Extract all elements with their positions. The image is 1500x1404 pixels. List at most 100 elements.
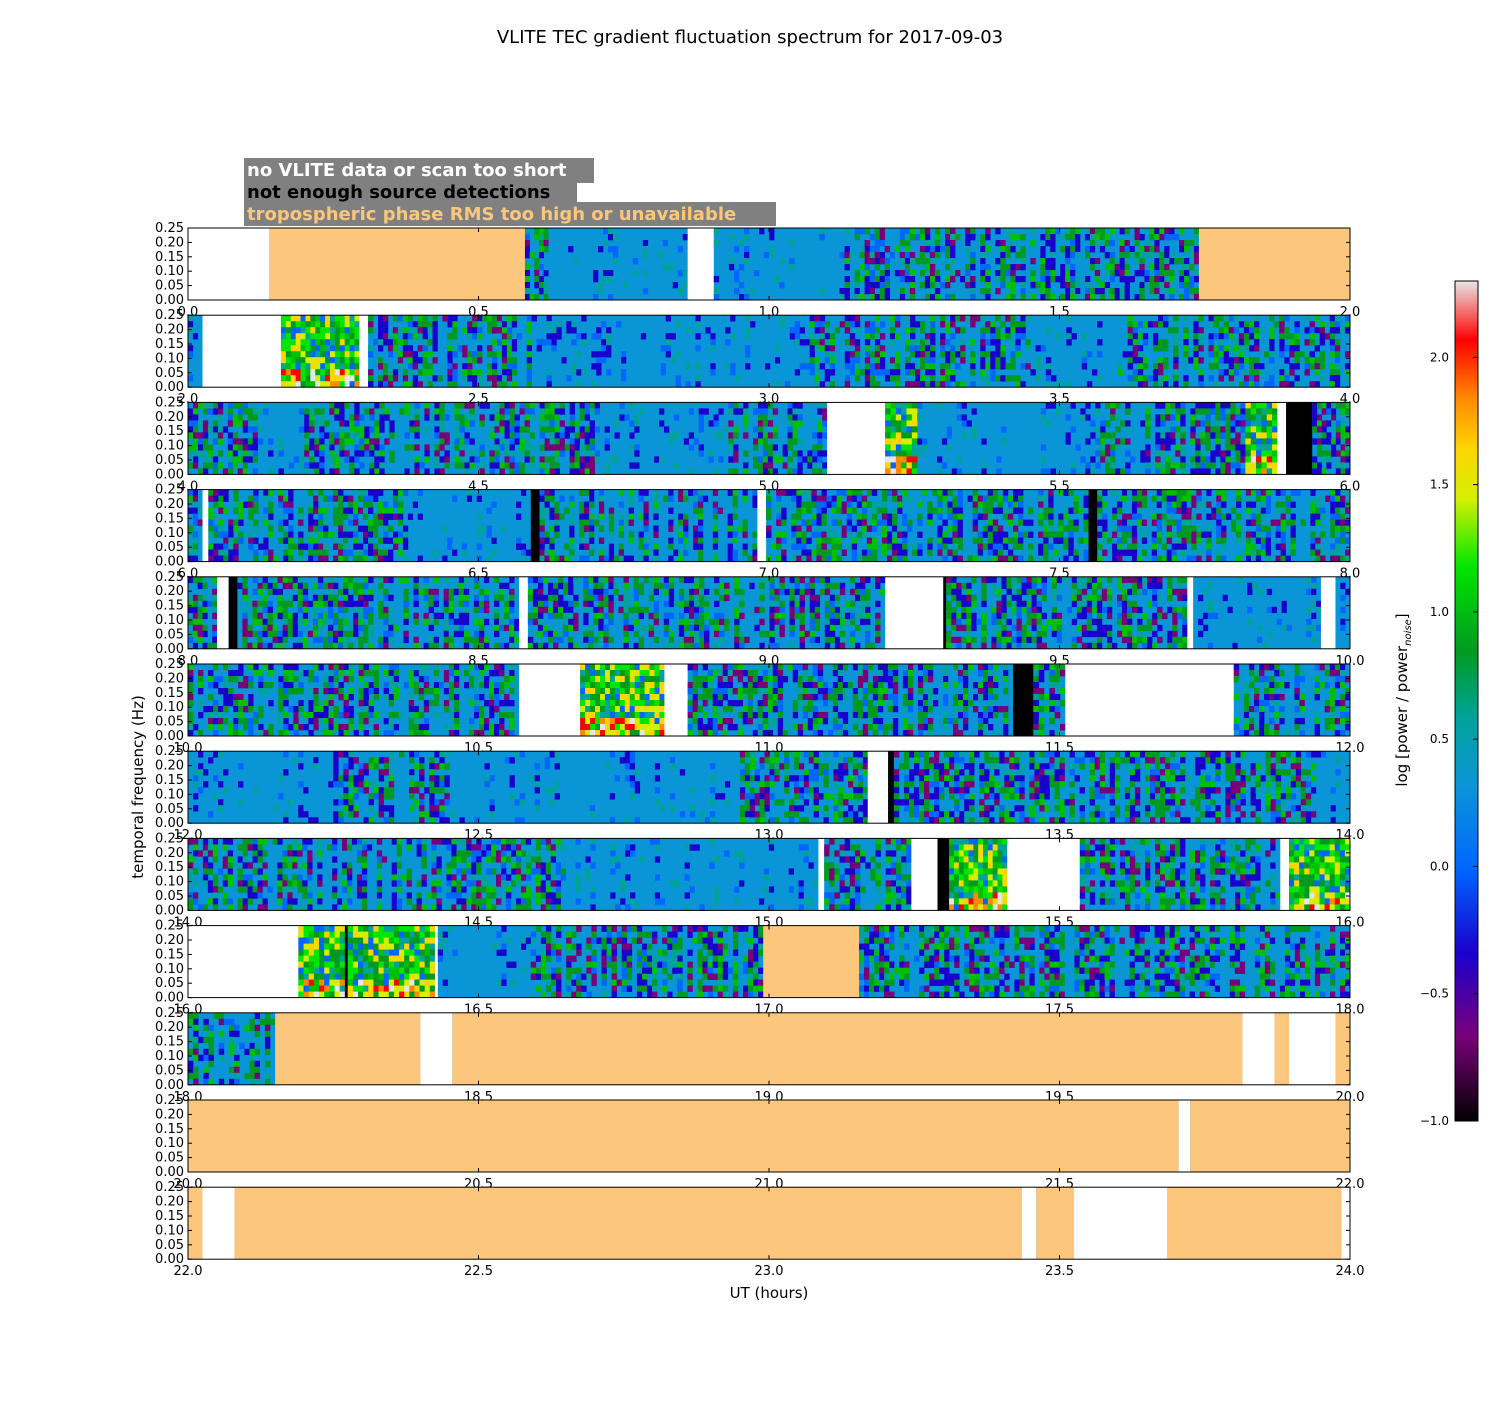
- heatmap-cell: [1198, 333, 1203, 339]
- heatmap-cell: [487, 363, 492, 369]
- heatmap-cell: [1000, 351, 1005, 357]
- heatmap-cell: [955, 381, 960, 387]
- heatmap-cell: [1013, 532, 1018, 538]
- heatmap-cell: [368, 315, 373, 321]
- heatmap-cell: [1165, 414, 1170, 420]
- heatmap-cell: [208, 496, 213, 502]
- heatmap-cell: [593, 270, 598, 276]
- heatmap-cell: [896, 426, 902, 432]
- heatmap-cell: [530, 252, 535, 258]
- heatmap-cell: [291, 357, 296, 363]
- heatmap-cell: [263, 402, 268, 408]
- heatmap-cell: [1005, 333, 1010, 339]
- heatmap-cell: [1190, 462, 1195, 468]
- heatmap-cell: [439, 420, 444, 426]
- heatmap-cell: [444, 438, 449, 444]
- heatmap-cell: [957, 402, 962, 408]
- heatmap-cell: [993, 508, 998, 514]
- heatmap-cell: [328, 643, 333, 649]
- heatmap-cell: [328, 532, 333, 538]
- heatmap-cell: [1018, 544, 1023, 550]
- heatmap-cell: [830, 369, 835, 375]
- heatmap-cell: [1230, 438, 1235, 444]
- heatmap-cell: [1341, 408, 1346, 414]
- heatmap-cell: [1294, 339, 1299, 345]
- heatmap-cell: [233, 556, 238, 562]
- heatmap-cell: [1196, 556, 1201, 562]
- heatmap-cell: [806, 556, 811, 562]
- heatmap-cell: [773, 432, 778, 438]
- y-tick-label: 0.25: [155, 395, 184, 410]
- heatmap-cell: [580, 468, 585, 474]
- heatmap-cell: [233, 550, 238, 556]
- heatmap-cell: [745, 315, 750, 321]
- heatmap-cell: [208, 490, 213, 496]
- heatmap-cell: [333, 544, 338, 550]
- heatmap-cell: [915, 258, 920, 264]
- heatmap-cell: [383, 607, 388, 613]
- heatmap-cell: [1194, 240, 1199, 246]
- heatmap-cell: [1154, 288, 1159, 294]
- heatmap-cell: [752, 550, 757, 556]
- heatmap-cell: [678, 246, 683, 252]
- heatmap-cell: [233, 520, 238, 526]
- heatmap-cell: [1254, 315, 1259, 321]
- y-tick-label: 0.05: [155, 453, 184, 468]
- heatmap-cell: [1158, 357, 1163, 363]
- heatmap-cell: [313, 526, 318, 532]
- heatmap-cell: [228, 444, 233, 450]
- heatmap-cell: [1154, 270, 1159, 276]
- heatmap-cell: [403, 544, 408, 550]
- heatmap-cell: [1100, 246, 1105, 252]
- legend-label-no-detections: not enough source detections: [247, 182, 550, 203]
- heatmap-cell: [1162, 520, 1167, 526]
- heatmap-cell: [907, 408, 913, 414]
- heatmap-cell: [629, 502, 634, 508]
- heatmap-cell: [827, 538, 832, 544]
- heatmap-cell: [713, 532, 718, 538]
- heatmap-cell: [1294, 333, 1299, 339]
- heatmap-cell: [796, 526, 801, 532]
- heatmap-cell: [469, 420, 474, 426]
- heatmap-cell: [293, 577, 298, 583]
- heatmap-cell: [550, 420, 555, 426]
- heatmap-cell: [334, 462, 339, 468]
- heatmap-cell: [891, 432, 897, 438]
- heatmap-cell: [1075, 246, 1080, 252]
- heatmap-cell: [1256, 444, 1262, 450]
- heatmap-cell: [1246, 502, 1251, 508]
- heatmap-cell: [320, 321, 325, 327]
- heatmap-cell: [867, 544, 872, 550]
- heatmap-cell: [822, 420, 827, 426]
- heatmap-cell: [907, 444, 913, 450]
- heatmap-cell: [1209, 363, 1214, 369]
- heatmap-cell: [845, 357, 850, 363]
- heatmap-cell: [283, 637, 288, 643]
- heatmap-cell: [218, 432, 223, 438]
- heatmap-cell: [896, 450, 902, 456]
- heatmap-cell: [378, 601, 383, 607]
- heatmap-cell: [1322, 408, 1327, 414]
- heatmap-cell: [340, 327, 345, 333]
- heatmap-cell: [988, 532, 993, 538]
- heatmap-cell: [281, 375, 286, 381]
- heatmap-cell: [1063, 544, 1068, 550]
- heatmap-cell: [1240, 426, 1245, 432]
- heatmap-cell: [940, 381, 945, 387]
- heatmap-cell: [281, 357, 286, 363]
- heatmap-cell: [304, 408, 309, 414]
- heatmap-cell: [218, 550, 223, 556]
- heatmap-cell: [1289, 381, 1294, 387]
- heatmap-cell: [1155, 456, 1160, 462]
- heatmap-cell: [1115, 258, 1120, 264]
- heatmap-cell: [860, 228, 865, 234]
- heatmap-cell: [1294, 375, 1299, 381]
- heatmap-cell: [1256, 432, 1262, 438]
- heatmap-cell: [1261, 420, 1267, 426]
- heatmap-cell: [1128, 321, 1133, 327]
- heatmap-cell: [1143, 321, 1148, 327]
- y-tick-label: 0.15: [155, 424, 184, 439]
- heatmap-cell: [1331, 402, 1336, 408]
- heatmap-cell: [1084, 556, 1089, 562]
